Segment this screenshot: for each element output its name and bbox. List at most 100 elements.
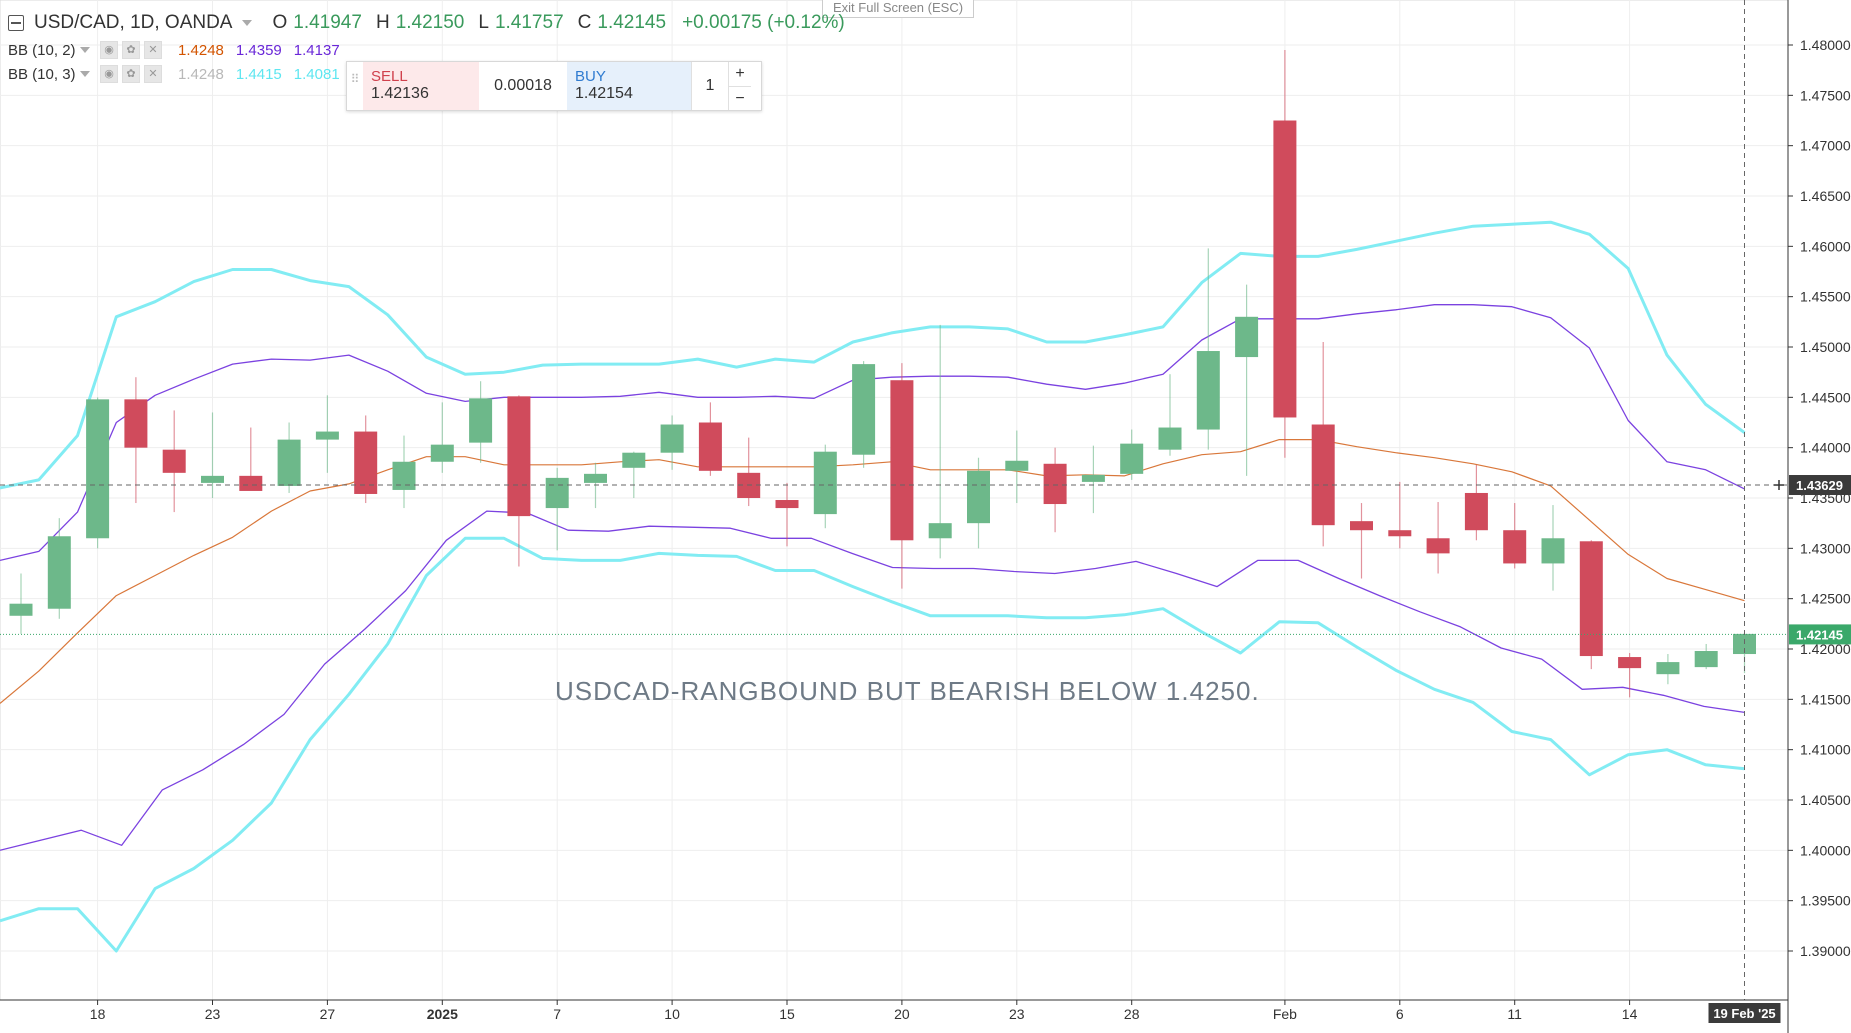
time-tick-label: 10 bbox=[664, 1006, 680, 1022]
candle-body-bearish bbox=[1618, 657, 1642, 669]
spread-value: 0.00018 bbox=[494, 77, 552, 94]
price-tick-label: 1.47000 bbox=[1800, 138, 1851, 154]
ohlc-high-value: 1.42150 bbox=[395, 12, 465, 33]
time-tick-label: 15 bbox=[779, 1006, 795, 1022]
buy-button[interactable]: BUY 1.42154 bbox=[567, 62, 691, 110]
price-tick-label: 1.42500 bbox=[1800, 591, 1851, 607]
decrement-button[interactable]: − bbox=[735, 89, 745, 107]
time-tick-label: 7 bbox=[553, 1006, 561, 1022]
candle-body-bullish bbox=[315, 431, 339, 440]
close-icon[interactable]: ✕ bbox=[144, 41, 162, 59]
indicator-basis-value: 1.4248 bbox=[178, 65, 224, 83]
indicator-lower-value: 1.4081 bbox=[293, 65, 340, 83]
time-tick-label: 23 bbox=[1009, 1006, 1025, 1022]
chevron-down-icon[interactable] bbox=[242, 20, 253, 26]
close-icon[interactable]: ✕ bbox=[144, 65, 162, 83]
indicator-label[interactable]: BB (10, 3) bbox=[8, 65, 76, 83]
candle-body-bullish bbox=[1005, 460, 1029, 471]
drag-handle-icon[interactable]: ⠿ bbox=[350, 72, 360, 86]
bollinger-bands bbox=[0, 220, 1746, 953]
crosshair-price-tag bbox=[1789, 475, 1851, 496]
crosshair-date-tag bbox=[1708, 1003, 1781, 1023]
candle-body-bullish bbox=[1196, 351, 1220, 430]
candle-body-bullish bbox=[1656, 662, 1680, 675]
time-tick-label: 23 bbox=[205, 1006, 221, 1022]
price-tick-label: 1.45000 bbox=[1800, 339, 1851, 355]
price-tick-label: 1.40500 bbox=[1800, 792, 1851, 808]
bb-3-lower-line bbox=[0, 536, 1745, 953]
indicator-upper-value: 1.4415 bbox=[235, 65, 282, 83]
time-tick-label: 14 bbox=[1622, 1006, 1638, 1022]
bb-basis-line bbox=[0, 439, 1745, 704]
candle-body-bullish bbox=[47, 536, 71, 609]
sell-label: SELL bbox=[371, 68, 408, 85]
quantity-stepper: + − bbox=[728, 62, 751, 110]
price-tick-label: 1.46500 bbox=[1800, 188, 1851, 204]
exit-fullscreen-button[interactable]: Exit Full Screen (ESC) bbox=[822, 0, 975, 18]
candle-body-bullish bbox=[660, 424, 684, 453]
ohlc-high-label: H bbox=[375, 12, 390, 33]
candle-body-bullish bbox=[1158, 427, 1182, 450]
bb-2-lower-line bbox=[0, 510, 1745, 851]
time-axis[interactable]: 18 23 27 2025 7 10 15 20 23 28 Feb 6 11 14 19 Feb '25 bbox=[0, 999, 1788, 1023]
candle-body-bearish bbox=[1503, 530, 1527, 564]
chart-overlays bbox=[0, 0, 1788, 1000]
candle-body-bullish bbox=[9, 603, 33, 616]
candle-body-bearish bbox=[1043, 463, 1067, 505]
candle-body-bullish bbox=[430, 444, 454, 462]
ohlc-low-label: L bbox=[478, 12, 489, 33]
price-tick-label: 1.40000 bbox=[1800, 842, 1851, 858]
indicator-row-bb-10-2[interactable]: BB (10, 2) ◉ ✿ ✕ 1.4248 1.4359 1.4137 bbox=[8, 41, 340, 59]
gear-icon[interactable]: ✿ bbox=[122, 65, 140, 83]
indicator-label[interactable]: BB (10, 2) bbox=[8, 41, 76, 59]
price-tick-label: 1.41500 bbox=[1800, 691, 1851, 707]
indicator-row-bb-10-3[interactable]: BB (10, 3) ◉ ✿ ✕ 1.4248 1.4415 1.4081 bbox=[8, 65, 340, 83]
price-change: +0.00175 (+0.12%) bbox=[682, 12, 845, 33]
candle-body-bullish bbox=[201, 475, 224, 483]
gear-icon[interactable]: ✿ bbox=[122, 41, 140, 59]
candle-body-bullish bbox=[967, 470, 990, 524]
eye-icon[interactable]: ◉ bbox=[100, 41, 118, 59]
price-tick-label: 1.39500 bbox=[1800, 893, 1851, 909]
time-tick-label: 20 bbox=[894, 1006, 910, 1022]
time-tick-label: 18 bbox=[90, 1006, 106, 1022]
candle-body-bearish bbox=[698, 422, 722, 471]
eye-icon[interactable]: ◉ bbox=[100, 65, 118, 83]
increment-button[interactable]: + bbox=[729, 62, 751, 87]
candle-body-bearish bbox=[775, 500, 799, 509]
time-tick-label: 28 bbox=[1124, 1006, 1140, 1022]
candle-body-bearish bbox=[354, 431, 378, 494]
indicator-lower-value: 1.4137 bbox=[293, 41, 340, 59]
chart-annotation: USDCAD-RANGBOUND BUT BEARISH BELOW 1.425… bbox=[555, 676, 1260, 706]
sell-button[interactable]: SELL 1.42136 bbox=[363, 62, 479, 110]
price-tick-label: 1.45500 bbox=[1800, 289, 1851, 305]
ohlc-close-label: C bbox=[577, 12, 592, 33]
candle-body-bullish bbox=[1235, 316, 1259, 358]
candle-body-bullish bbox=[1694, 651, 1718, 668]
time-tick-label: 11 bbox=[1507, 1006, 1522, 1022]
candle-body-bullish bbox=[622, 452, 646, 468]
candle-body-bearish bbox=[1350, 521, 1373, 531]
time-tick-label: 2025 bbox=[427, 1006, 458, 1022]
symbol-title[interactable]: USD/CAD, 1D, OANDA bbox=[34, 12, 233, 33]
crosshair-price-label: 1.43629 bbox=[1796, 478, 1843, 493]
candle-body-bullish bbox=[1120, 443, 1144, 474]
collapse-icon[interactable] bbox=[8, 15, 24, 31]
buy-price: 1.42154 bbox=[575, 85, 633, 102]
chevron-down-icon[interactable] bbox=[80, 71, 90, 77]
quantity-input[interactable]: 1 bbox=[691, 62, 728, 110]
candle-body-bullish bbox=[545, 477, 569, 509]
ohlc-open-value: 1.41947 bbox=[293, 12, 362, 33]
bb-3-upper-line bbox=[0, 220, 1746, 490]
candle-body-bearish bbox=[507, 396, 531, 517]
candle-body-bearish bbox=[124, 399, 148, 448]
price-axis[interactable]: 1.48000 1.47500 1.47000 1.46500 1.46000 1.455… bbox=[1774, 0, 1851, 1033]
price-tick-label: 1.42000 bbox=[1800, 641, 1851, 657]
chevron-down-icon[interactable] bbox=[80, 47, 90, 53]
indicator-upper-value: 1.4359 bbox=[235, 41, 282, 59]
price-tick-label: 1.47500 bbox=[1800, 87, 1851, 103]
candle-body-bearish bbox=[162, 449, 186, 473]
indicator-basis-value: 1.4248 bbox=[178, 41, 224, 59]
price-tick-label: 1.48000 bbox=[1800, 37, 1851, 53]
